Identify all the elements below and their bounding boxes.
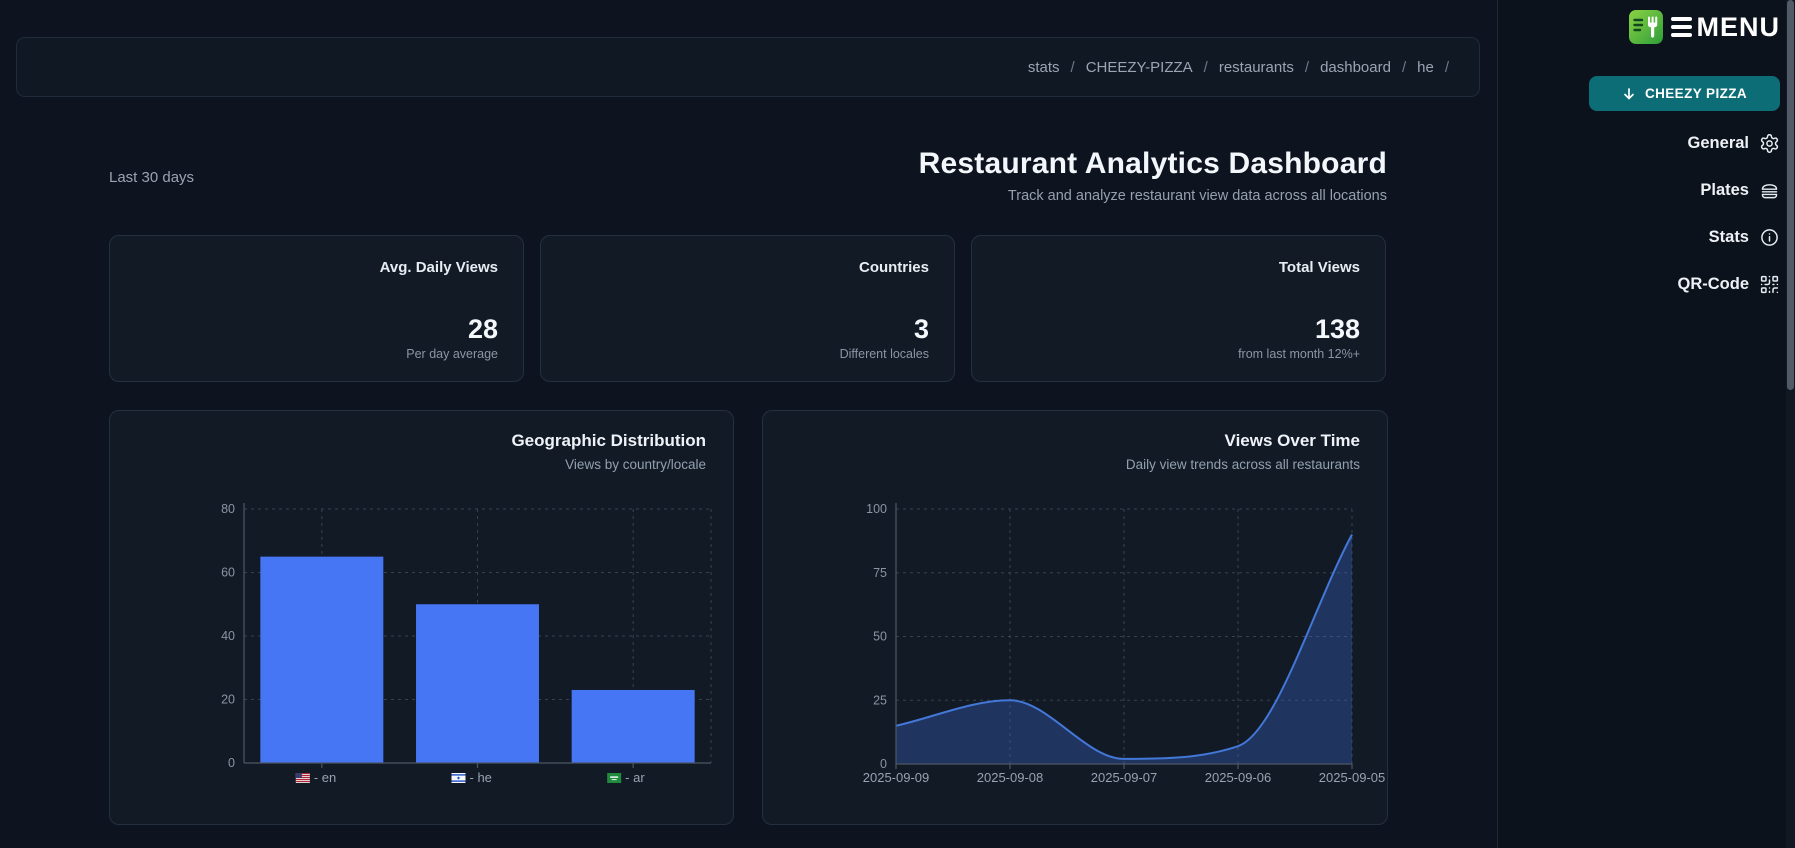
chart-title: Views Over Time (1224, 431, 1360, 450)
bar (571, 689, 695, 763)
logo-text: MENU (1696, 11, 1780, 42)
views-over-time-area-chart: 0 25 50 75 100 2025-09-09 2025-09-08 2025-09-07… (863, 502, 1386, 785)
info-icon (1761, 228, 1778, 246)
svg-text:2025-09-06: 2025-09-06 (1205, 770, 1272, 785)
page-subtitle: Track and analyze restaurant view data a… (1007, 188, 1387, 204)
page-title: Restaurant Analytics Dashboard (918, 147, 1387, 180)
saudi-flag-icon (607, 773, 622, 783)
svg-text:- en: - en (314, 770, 336, 785)
stat-value: 138 (1314, 313, 1360, 344)
breadcrumb: stats / CHEEZY-PIZZA / restaurants / dashboard… (1028, 59, 1449, 76)
emenu-logo: MENU (1628, 10, 1781, 44)
stat-card-total-views: Total Views 138 from last month 12%+ (971, 235, 1386, 382)
scrollbar-track[interactable] (1786, 0, 1795, 848)
svg-text:0: 0 (880, 757, 887, 771)
breadcrumb-item[interactable]: CHEEZY-PIZZA (1085, 58, 1193, 76)
stat-caption: Different locales (839, 347, 929, 361)
scrollbar-thumb[interactable] (1787, 0, 1794, 390)
svg-text:2025-09-09: 2025-09-09 (863, 770, 930, 785)
stat-caption: from last month 12%+ (1238, 347, 1360, 361)
stat-label: Countries (858, 259, 929, 276)
svg-text:25: 25 (873, 693, 887, 707)
breadcrumb-bar: stats / CHEEZY-PIZZA / restaurants / dashboard… (16, 37, 1480, 97)
gear-icon (1760, 133, 1779, 153)
svg-text:40: 40 (221, 629, 235, 643)
trend-line (895, 534, 1353, 760)
svg-text:50: 50 (873, 630, 887, 644)
stat-cards-row: Avg. Daily Views 28 Per day average Coun… (109, 235, 1386, 382)
restaurant-button-label: CHEEZY PIZZA (1644, 86, 1748, 101)
stat-card-avg-daily-views: Avg. Daily Views 28 Per day average (109, 235, 524, 382)
stat-value: 3 (913, 313, 929, 344)
geographic-distribution-card: Geographic Distribution Views by country… (109, 410, 734, 825)
menu-bars-icon (1670, 16, 1692, 38)
breadcrumb-item[interactable]: dashboard (1320, 58, 1391, 76)
breadcrumb-separator: / (1304, 58, 1310, 76)
svg-text:2025-09-08: 2025-09-08 (977, 770, 1044, 785)
chart-subtitle: Views by country/locale (565, 457, 706, 472)
nav-item-qr-code[interactable]: QR-Code (1678, 273, 1781, 295)
svg-text:- he: - he (470, 770, 492, 785)
chart-subtitle: Daily view trends across all restaurants (1125, 457, 1360, 472)
bar (416, 604, 539, 763)
charts-row: Geographic Distribution Views by country… (109, 410, 1388, 825)
stat-label: Total Views (1278, 259, 1360, 276)
main-content: stats / CHEEZY-PIZZA / restaurants / dashboard… (16, 0, 1498, 848)
bar (260, 556, 384, 763)
breadcrumb-separator: / (1444, 58, 1449, 76)
svg-text:100: 100 (866, 502, 887, 516)
breadcrumb-item[interactable]: he (1417, 58, 1434, 76)
breadcrumb-separator: / (1203, 58, 1208, 76)
nav-item-general[interactable]: General (1688, 132, 1780, 154)
area-fill (896, 534, 1352, 764)
breadcrumb-item[interactable]: stats (1027, 58, 1060, 76)
sidebar-nav: General Plates Stats (1678, 132, 1781, 295)
nav-label: General (1687, 133, 1749, 152)
burger-icon (1761, 183, 1778, 198)
chart-title: Geographic Distribution (511, 431, 706, 450)
israel-flag-icon (451, 773, 466, 783)
qr-code-icon (1760, 275, 1779, 293)
geographic-distribution-bar-chart: 0 20 40 60 80 - en - he - ar (221, 502, 712, 785)
svg-text:60: 60 (221, 566, 235, 580)
nav-label: Plates (1700, 180, 1749, 199)
stat-label: Avg. Daily Views (379, 259, 498, 276)
svg-text:75: 75 (873, 566, 887, 580)
svg-text:80: 80 (221, 502, 235, 516)
breadcrumb-item[interactable]: restaurants (1218, 58, 1294, 76)
stat-value: 28 (467, 313, 498, 344)
nav-item-plates[interactable]: Plates (1700, 179, 1780, 201)
views-over-time-card: Views Over Time Daily view trends across… (762, 410, 1388, 825)
restaurant-select-button[interactable]: CHEEZY PIZZA (1589, 76, 1780, 111)
svg-text:20: 20 (221, 693, 235, 707)
arrow-down-icon (1624, 87, 1634, 99)
nav-label: Stats (1708, 227, 1749, 246)
breadcrumb-separator: / (1070, 58, 1075, 76)
us-flag-icon (295, 773, 310, 783)
breadcrumb-separator: / (1401, 58, 1407, 76)
page-header: Restaurant Analytics Dashboard Track and… (919, 147, 1387, 204)
fork-menu-app-icon (1628, 10, 1663, 44)
svg-text:2025-09-07: 2025-09-07 (1091, 770, 1158, 785)
nav-label: QR-Code (1677, 274, 1750, 293)
nav-item-stats[interactable]: Stats (1709, 226, 1780, 248)
logo-wordmark: MENU (1670, 11, 1781, 43)
svg-text:2025-09-05: 2025-09-05 (1319, 770, 1386, 785)
stat-caption: Per day average (406, 347, 498, 361)
stat-card-countries: Countries 3 Different locales (540, 235, 955, 382)
svg-text:0: 0 (228, 756, 235, 770)
svg-text:- ar: - ar (625, 770, 645, 785)
sidebar: MENU CHEEZY PIZZA General Plates (1498, 0, 1786, 848)
date-range-label: Last 30 days (109, 169, 195, 186)
